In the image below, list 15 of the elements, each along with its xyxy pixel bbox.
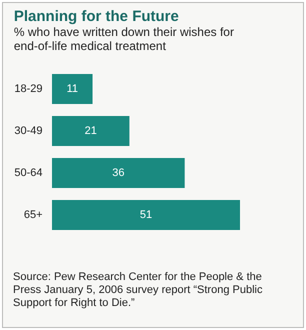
bar [52, 158, 185, 188]
y-tick-label: 65+ [24, 209, 42, 221]
chart-subtitle: % who have written down their wishes for end-of-life medical treatment [14, 25, 234, 53]
data-label: 51 [140, 209, 152, 221]
chart-title: Planning for the Future [14, 8, 179, 25]
bar [52, 116, 130, 146]
y-tick-label: 30-49 [14, 125, 42, 137]
data-label: 21 [84, 125, 97, 137]
data-label: 36 [112, 167, 124, 179]
bar [52, 200, 240, 230]
y-tick-label: 18-29 [14, 83, 42, 95]
data-label: 11 [66, 83, 78, 95]
source-note: Source: Pew Research Center for the People & the Press January 5, 2006 survey report “Strong Public Support for Right to Die.” [13, 271, 264, 310]
bar [52, 74, 93, 104]
y-tick-label: 50-64 [14, 167, 42, 179]
